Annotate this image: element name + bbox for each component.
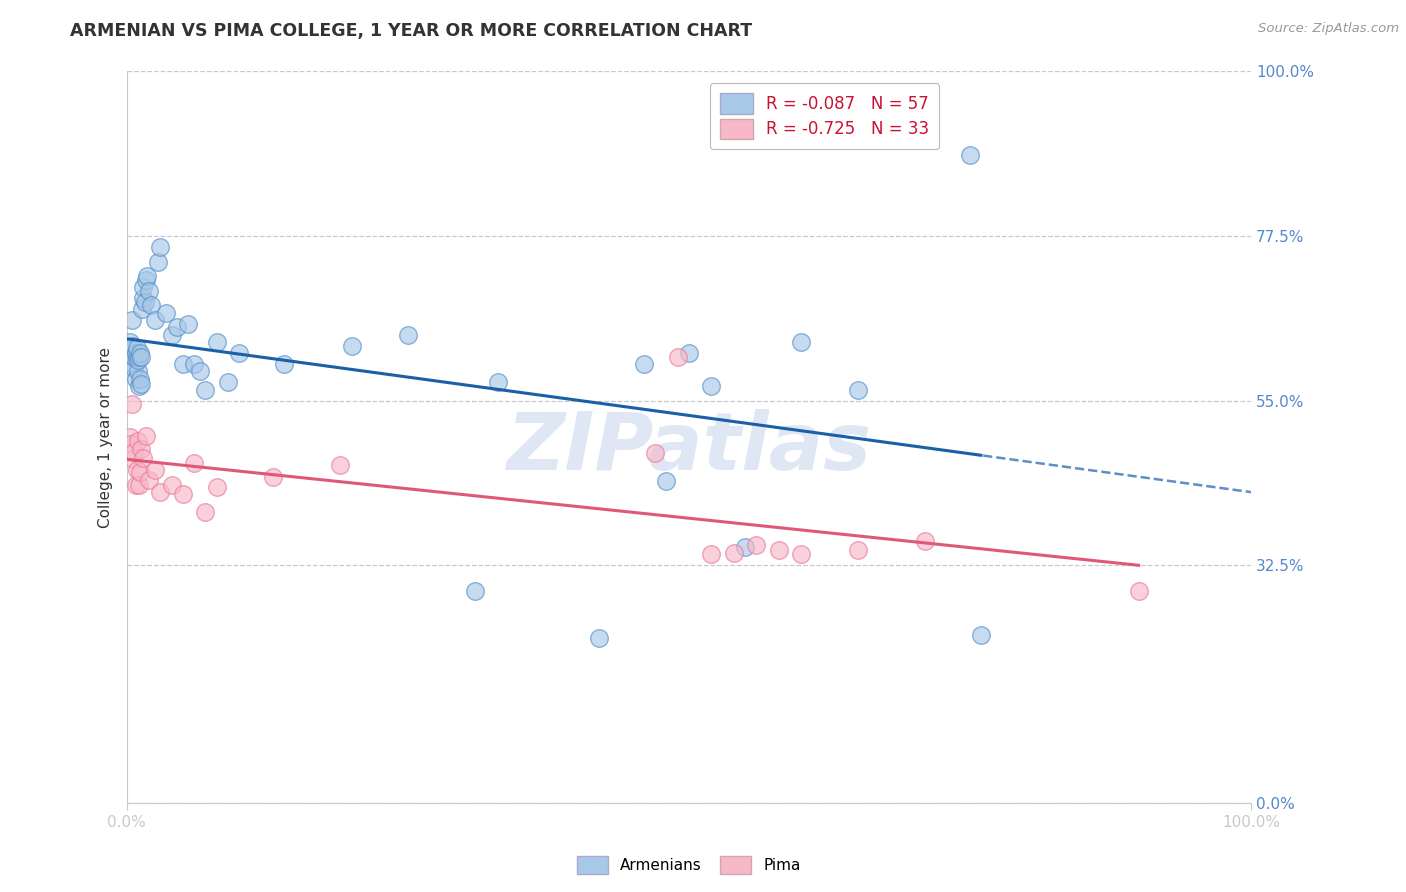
Point	[132, 291, 155, 305]
Point	[745, 538, 768, 552]
Point	[464, 583, 486, 598]
Point	[149, 485, 172, 500]
Point	[644, 446, 666, 460]
Point	[124, 350, 146, 364]
Point	[122, 357, 145, 371]
Point	[329, 458, 352, 472]
Point	[118, 430, 141, 444]
Point	[666, 350, 689, 364]
Point	[914, 533, 936, 548]
Point	[131, 301, 153, 317]
Point	[129, 377, 152, 392]
Point	[138, 473, 160, 487]
Legend: R = -0.087   N = 57, R = -0.725   N = 33: R = -0.087 N = 57, R = -0.725 N = 33	[710, 83, 939, 149]
Point	[970, 627, 993, 641]
Text: ZIPatlas: ZIPatlas	[506, 409, 872, 487]
Point	[125, 351, 148, 365]
Point	[160, 477, 183, 491]
Point	[1128, 583, 1150, 598]
Point	[120, 437, 142, 451]
Point	[768, 543, 790, 558]
Point	[188, 364, 211, 378]
Point	[129, 350, 152, 364]
Point	[194, 383, 217, 397]
Point	[135, 428, 157, 442]
Point	[125, 341, 148, 355]
Point	[146, 254, 169, 268]
Point	[217, 376, 239, 390]
Point	[132, 280, 155, 294]
Point	[143, 463, 166, 477]
Point	[149, 240, 172, 254]
Point	[132, 450, 155, 465]
Point	[129, 465, 152, 479]
Point	[124, 477, 146, 491]
Point	[588, 632, 610, 646]
Point	[633, 357, 655, 371]
Point	[959, 148, 981, 162]
Y-axis label: College, 1 year or more: College, 1 year or more	[97, 347, 112, 527]
Point	[122, 338, 145, 352]
Point	[262, 470, 284, 484]
Point	[134, 294, 156, 309]
Point	[121, 397, 143, 411]
Point	[125, 463, 148, 477]
Point	[135, 269, 157, 284]
Point	[273, 357, 295, 371]
Point	[127, 353, 149, 368]
Point	[183, 456, 205, 470]
Point	[129, 371, 152, 385]
Point	[138, 284, 160, 298]
Point	[183, 357, 205, 371]
Point	[205, 334, 228, 349]
Point	[124, 346, 146, 360]
Point	[127, 434, 149, 448]
Point	[790, 547, 813, 561]
Point	[143, 313, 166, 327]
Point	[128, 379, 150, 393]
Point	[846, 543, 869, 558]
Point	[141, 298, 163, 312]
Point	[121, 313, 143, 327]
Point	[129, 346, 152, 360]
Point	[734, 540, 756, 554]
Point	[135, 273, 157, 287]
Point	[340, 338, 363, 352]
Point	[700, 547, 723, 561]
Point	[120, 350, 142, 364]
Point	[172, 357, 194, 371]
Text: ARMENIAN VS PIMA COLLEGE, 1 YEAR OR MORE CORRELATION CHART: ARMENIAN VS PIMA COLLEGE, 1 YEAR OR MORE…	[70, 22, 752, 40]
Point	[790, 334, 813, 349]
Point	[160, 327, 183, 342]
Point	[172, 487, 194, 501]
Point	[177, 317, 200, 331]
Point	[122, 452, 145, 467]
Point	[127, 364, 149, 378]
Point	[486, 376, 509, 390]
Point	[124, 444, 146, 458]
Point	[723, 546, 745, 560]
Point	[121, 343, 143, 357]
Point	[166, 320, 188, 334]
Point	[124, 371, 146, 385]
Legend: Armenians, Pima: Armenians, Pima	[571, 850, 807, 880]
Point	[205, 480, 228, 494]
Point	[678, 346, 700, 360]
Point	[155, 306, 177, 320]
Point	[194, 505, 217, 519]
Point	[655, 474, 678, 488]
Point	[128, 350, 150, 364]
Point	[228, 346, 250, 360]
Point	[129, 442, 152, 456]
Point	[846, 383, 869, 397]
Point	[700, 379, 723, 393]
Point	[124, 360, 146, 375]
Point	[128, 477, 150, 491]
Text: Source: ZipAtlas.com: Source: ZipAtlas.com	[1258, 22, 1399, 36]
Point	[118, 334, 141, 349]
Point	[396, 327, 419, 342]
